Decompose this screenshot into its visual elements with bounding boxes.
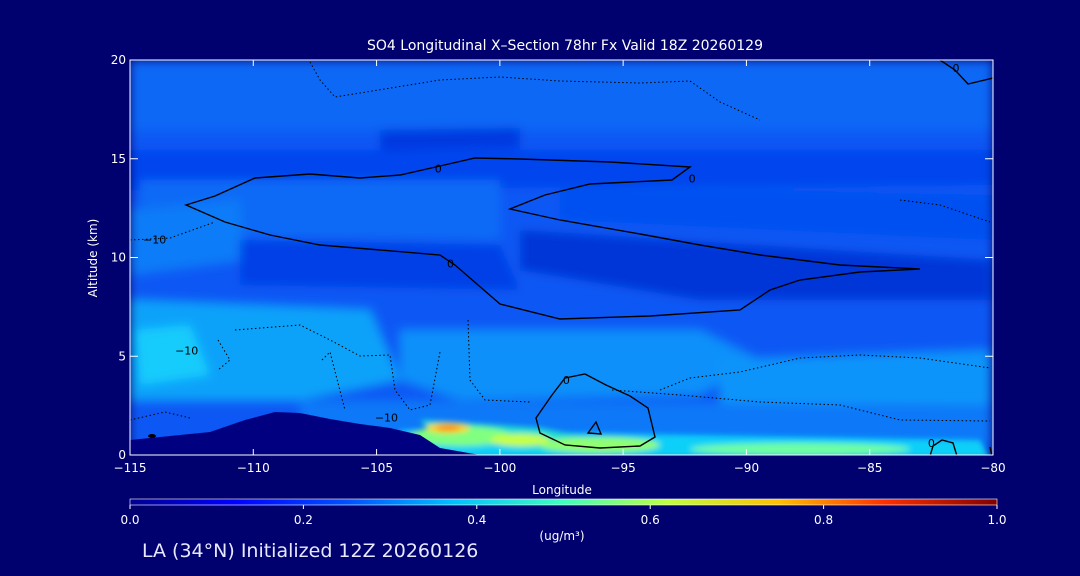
y-tick-label: 10 xyxy=(111,251,126,265)
colorbar-tick-label: 0.2 xyxy=(294,513,313,527)
contour-label: 0 xyxy=(563,374,570,387)
x-tick-label: −95 xyxy=(610,461,635,475)
x-tick-label: −90 xyxy=(734,461,759,475)
colorbar-tick-label: 0.4 xyxy=(467,513,486,527)
x-tick-label: −105 xyxy=(360,461,393,475)
colorbar-ticks: 0.0 0.2 0.4 0.6 0.8 1.0 xyxy=(120,505,1007,527)
contour-label: −10 xyxy=(143,234,166,247)
colorbar-tick-label: 0.6 xyxy=(641,513,660,527)
contour-lines xyxy=(183,60,993,455)
y-tick-label: 15 xyxy=(111,152,126,166)
colorbar-tick-label: 0.0 xyxy=(120,513,139,527)
y-tick-label: 0 xyxy=(118,448,126,462)
y-axis: 0 5 10 15 20 xyxy=(111,53,993,462)
x-tick-label: −100 xyxy=(483,461,516,475)
y-tick-label: 20 xyxy=(111,53,126,67)
colorbar: 0.0 0.2 0.4 0.6 0.8 1.0 (ug/m³) xyxy=(120,498,1007,543)
contour-label: 0 xyxy=(953,62,960,75)
terrain-spot xyxy=(148,434,156,438)
y-tick-label: 5 xyxy=(118,349,126,363)
x-tick-label: −110 xyxy=(237,461,270,475)
concentration-field xyxy=(130,60,993,455)
contour-label: −10 xyxy=(375,411,398,424)
x-axis: −115 −110 −105 −100 −95 −90 −85 −80 xyxy=(114,60,1006,475)
colorbar-tick-label: 0.8 xyxy=(814,513,833,527)
terrain xyxy=(130,412,480,455)
y-axis-label: Altitude (km) xyxy=(86,219,100,298)
contour-label: 0 xyxy=(447,257,454,270)
x-tick-label: −115 xyxy=(114,461,147,475)
plot-area xyxy=(130,60,993,455)
x-tick-label: −80 xyxy=(980,461,1005,475)
x-tick-label: −85 xyxy=(857,461,882,475)
contour-label: 0 xyxy=(928,437,935,450)
contour-label: 0 xyxy=(689,173,696,186)
footer-caption: LA (34°N) Initialized 12Z 20260126 xyxy=(142,540,479,562)
contour-label: 0 xyxy=(435,163,442,176)
dotted-contours xyxy=(130,61,991,422)
x-axis-label: Longitude xyxy=(532,483,592,497)
chart-title: SO4 Longitudinal X–Section 78hr Fx Valid… xyxy=(367,38,763,54)
contour-labels: 0 0 0 0 0 0 −10 −10 −10 xyxy=(143,62,959,450)
contour-label: −10 xyxy=(175,344,198,357)
surface-plume xyxy=(400,420,989,455)
colorbar-unit-label: (ug/m³) xyxy=(539,529,584,543)
colorbar-tick-label: 1.0 xyxy=(987,513,1006,527)
colorbar-gradient xyxy=(130,499,997,505)
colorbar-frame xyxy=(129,498,998,506)
